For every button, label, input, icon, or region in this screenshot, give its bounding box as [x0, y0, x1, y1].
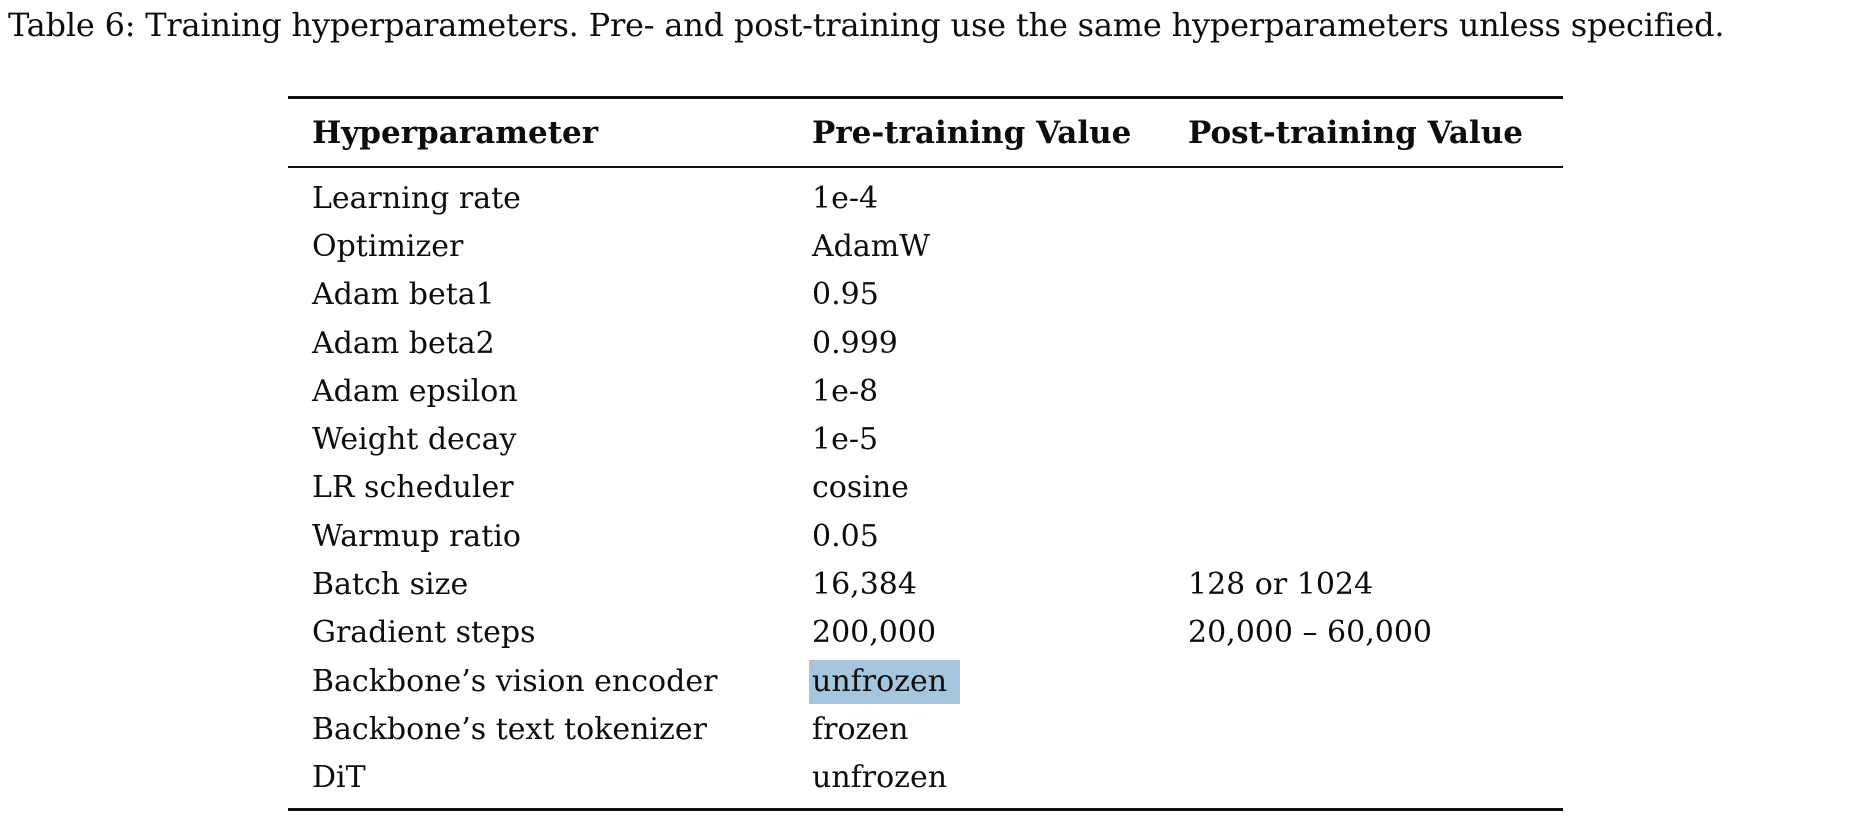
table-body: Learning rate 1e-4 Optimizer AdamW Adam … — [288, 168, 1563, 808]
row-label: Backbone’s text tokenizer — [312, 711, 707, 747]
row-label: Adam beta2 — [312, 325, 495, 361]
table-row: Batch size 16,384 128 or 1024 — [288, 560, 1563, 608]
pre-training-value: frozen — [812, 711, 909, 747]
highlighted-value: unfrozen — [809, 659, 961, 704]
hyperparameters-table: Hyperparameter Pre-training Value Post-t… — [288, 96, 1563, 811]
row-label: Learning rate — [312, 180, 521, 216]
pre-training-value: AdamW — [812, 228, 931, 264]
row-label: Warmup ratio — [312, 518, 521, 554]
pre-training-value: 0.05 — [812, 518, 879, 554]
pre-training-value: 0.999 — [812, 325, 898, 361]
column-header-post-training-value: Post-training Value — [1188, 114, 1523, 151]
pre-training-value: 1e-5 — [812, 422, 879, 458]
table-caption: Table 6: Training hyperparameters. Pre- … — [8, 6, 1725, 44]
pre-training-value: 1e-8 — [812, 373, 879, 409]
row-label: Weight decay — [312, 422, 517, 458]
table-row: LR scheduler cosine — [288, 464, 1563, 512]
pre-training-value: 0.95 — [812, 277, 879, 313]
row-label: Adam epsilon — [312, 373, 518, 409]
row-label: Batch size — [312, 567, 469, 603]
post-training-value: 20,000 – 60,000 — [1188, 615, 1433, 651]
column-header-pre-training-value: Pre-training Value — [812, 114, 1132, 151]
row-label: LR scheduler — [312, 470, 514, 506]
row-label: DiT — [312, 760, 366, 796]
pre-training-value: 1e-4 — [812, 180, 879, 216]
table-row: Learning rate 1e-4 — [288, 174, 1563, 222]
table-row: Backbone’s vision encoder unfrozen — [288, 657, 1563, 705]
pre-training-value: unfrozen — [812, 760, 948, 796]
table-row: Adam epsilon 1e-8 — [288, 367, 1563, 415]
table-row: Adam beta2 0.999 — [288, 319, 1563, 367]
table-row: Optimizer AdamW — [288, 222, 1563, 270]
row-label: Gradient steps — [312, 615, 536, 651]
pre-training-value: 16,384 — [812, 567, 917, 603]
table-header-row: Hyperparameter Pre-training Value Post-t… — [288, 99, 1563, 168]
pre-training-value: unfrozen — [809, 659, 1188, 704]
table-row: DiT unfrozen — [288, 754, 1563, 802]
table-row: Weight decay 1e-5 — [288, 415, 1563, 463]
column-header-hyperparameter: Hyperparameter — [312, 114, 599, 151]
table-row: Backbone’s text tokenizer frozen — [288, 705, 1563, 753]
table-row: Adam beta1 0.95 — [288, 271, 1563, 319]
pre-training-value: 200,000 — [812, 615, 937, 651]
row-label: Backbone’s vision encoder — [312, 663, 718, 699]
row-label: Optimizer — [312, 228, 464, 264]
row-label: Adam beta1 — [312, 277, 495, 313]
table-row: Gradient steps 200,000 20,000 – 60,000 — [288, 609, 1563, 657]
pre-training-value: cosine — [812, 470, 909, 506]
post-training-value: 128 or 1024 — [1188, 567, 1374, 603]
table-row: Warmup ratio 0.05 — [288, 512, 1563, 560]
